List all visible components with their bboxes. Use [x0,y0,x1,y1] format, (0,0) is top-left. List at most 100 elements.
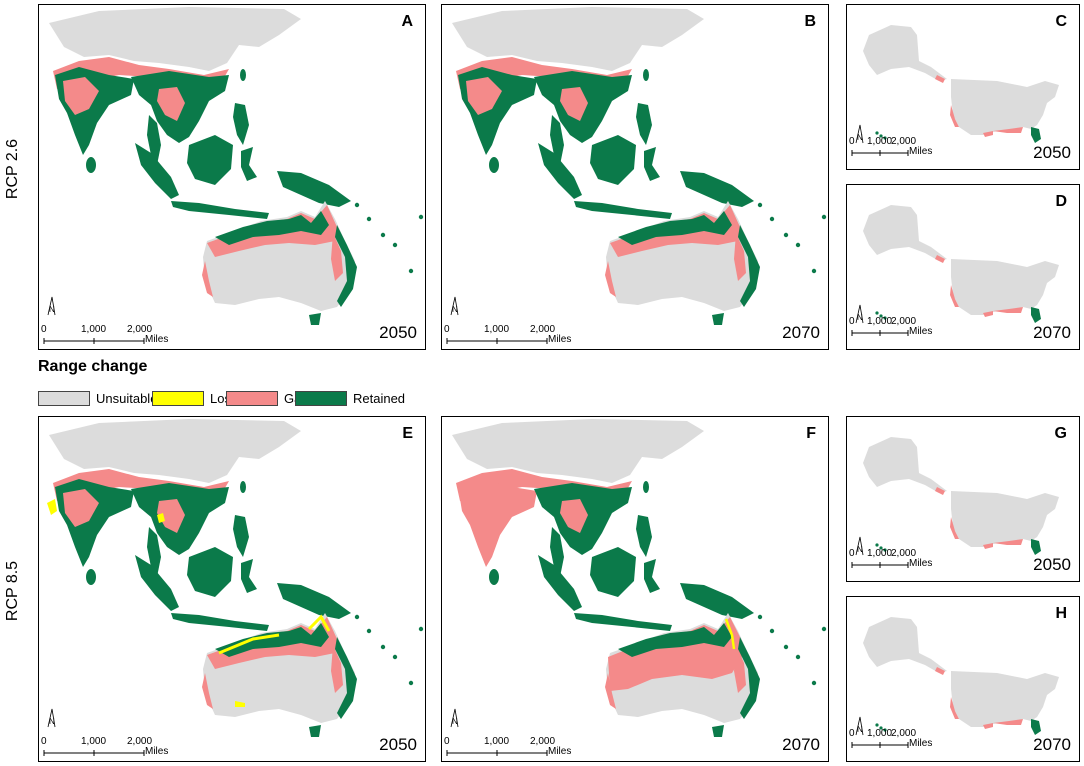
usa-map [863,25,1059,143]
pacific-island [418,626,424,632]
usa-map [863,437,1059,555]
scale-end: 2,000 [891,548,917,559]
scale-unit: Miles [548,334,572,345]
hawaii-island [879,134,883,138]
scale-zero: 0 [444,324,450,335]
florida-retained [1031,719,1041,735]
philippines [636,515,652,557]
hawaii-island [879,726,883,730]
pacific-island [380,644,386,650]
asia-pacific-map [47,419,424,737]
pacific-island [408,680,414,686]
asia-pacific-map [452,7,827,325]
legend-item-unsuitable: Unsuitable [38,391,157,406]
panel-letter: A [401,13,413,30]
alaska-gain-coast [935,255,945,263]
scale-mid: 1,000 [81,324,107,335]
sulawesi [644,559,660,593]
australia-retained-band [215,623,329,657]
north-label: N [857,133,863,142]
panel-year: 2050 [379,323,417,342]
java-islands [171,201,269,219]
indochina-gain-patch [157,499,185,533]
new-guinea [680,171,754,207]
java-islands [171,613,269,631]
contiguous-usa [951,259,1059,315]
panel-letter: E [402,425,413,442]
scale-zero: 0 [849,316,855,327]
china-landmass [49,7,301,71]
sri-lanka [86,157,96,173]
north-arrow-icon [450,708,459,728]
australia-east-gain [331,233,343,281]
australia-east-coast [738,225,760,307]
usa-gulf-gain [993,127,1023,133]
philippines [233,515,249,557]
usa-gulf-gain [993,539,1023,545]
sumatra [135,143,179,199]
borneo [590,547,636,597]
sulawesi [644,147,660,181]
scale-unit: Miles [909,146,933,157]
scale-unit: Miles [909,326,933,337]
north-arrow-icon [855,716,864,736]
sumatra [538,143,582,199]
india-landmass [55,67,134,155]
row-label-rcp85: RCP 8.5 [4,560,21,622]
sulawesi [241,147,257,181]
panel-year: 2070 [1033,735,1071,754]
scale-unit: Miles [145,334,169,345]
scale-bar [446,750,548,756]
pacific-island [821,214,827,220]
legend-label-retained: Retained [353,391,406,406]
scale-mid: 1,000 [484,324,510,335]
scale-zero: 0 [41,736,47,747]
alaska-gain-coast [935,75,945,83]
sulawesi [241,559,257,593]
china-landmass [49,419,301,483]
australia-east-coast [335,637,357,719]
hawaii-island [875,311,879,315]
panel-year: 2050 [1033,143,1071,162]
panel-letter: H [1055,605,1067,622]
scale-bar [43,750,145,756]
hawaii-island [883,136,887,140]
north-label: N [857,313,863,322]
scale-mid: 1,000 [81,736,107,747]
australia-retained-band [618,623,732,657]
legend-label-unsuitable: Unsuitable [96,391,158,406]
scale-end: 2,000 [127,324,153,335]
pacific-island [769,216,775,222]
florida-retained [1031,127,1041,143]
scale-mid: 1,000 [867,728,893,739]
florida-retained [1031,539,1041,555]
australia-retained-band [618,211,732,245]
contiguous-usa [951,671,1059,727]
scale-zero: 0 [849,136,855,147]
new-guinea [277,583,351,619]
panel-letter: C [1055,13,1067,30]
row-label-rcp26: RCP 2.6 [4,138,21,200]
scale-end: 2,000 [891,316,917,327]
australia-east-gain [734,645,746,693]
scale-bar [851,150,909,156]
usa-map [863,205,1059,323]
australia-east-coast [335,225,357,307]
north-label: N [452,305,458,314]
scale-mid: 1,000 [867,136,893,147]
pacific-island [354,202,360,208]
indochina-gain-patch [560,499,588,533]
australia-west-gain [605,261,616,297]
australia-retained-band [215,211,329,245]
florida-retained [1031,307,1041,323]
hawaii-island [879,546,883,550]
pacific-island [418,214,424,220]
map-panel-e: E 2050 N 0 1,000 2,000 Miles [38,416,426,762]
india-gain-patch [466,489,502,527]
alaska-landmass [863,617,947,673]
usa-west-gain [950,517,959,539]
pacific-island [821,626,827,632]
pacific-island [408,268,414,274]
map-panel-c: C 2050 N 0 1,000 2,000 Miles [846,4,1080,170]
australia-lost-edge [218,614,331,655]
